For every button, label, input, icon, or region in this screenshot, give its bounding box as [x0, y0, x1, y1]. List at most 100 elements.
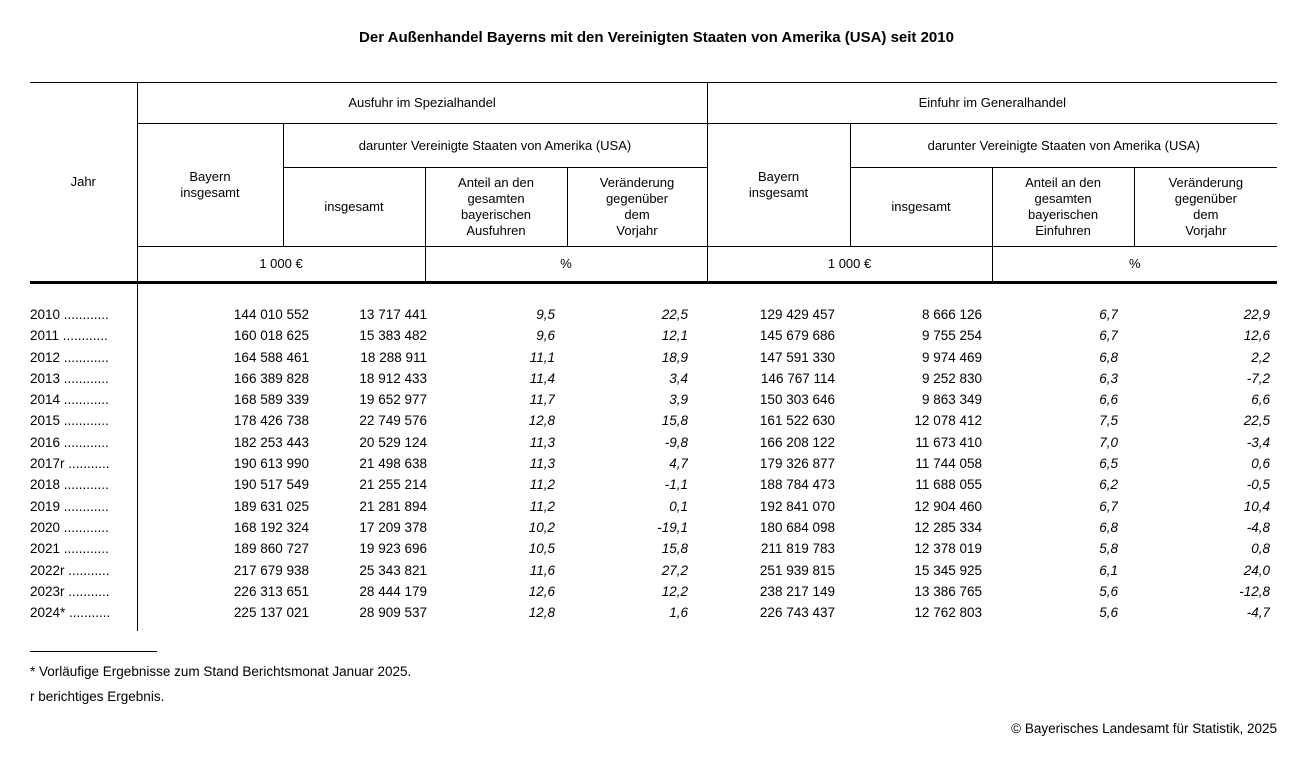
value-cell: 11,3: [529, 456, 555, 472]
value-cell: 190 613 990: [233, 456, 309, 472]
year-cell: 2019 ............: [30, 495, 138, 517]
value-cell: 188 784 473: [759, 477, 835, 493]
table-row: 2022r ........... 217 679 938 25 343 821 11…: [30, 559, 1270, 581]
value-cell: 9 974 469: [921, 349, 982, 365]
value-cell: 17 209 378: [359, 519, 427, 535]
value-cell: 144 010 552: [233, 307, 309, 322]
value-cell: -1,1: [664, 477, 688, 493]
value-cell: 211 819 783: [760, 541, 835, 557]
value-cell: 5,6: [1099, 605, 1118, 621]
value-cell: 15,8: [661, 541, 688, 557]
spacer-cell: [30, 623, 138, 632]
bayern-insgesamt-header-ausfuhr: Bayern insgesamt: [137, 123, 284, 247]
value-cell: 3,4: [669, 370, 688, 386]
value-cell: -12,8: [1239, 583, 1270, 599]
value-cell: 22,5: [1243, 413, 1270, 429]
header-row-units: 1 000 € % 1 000 € %: [30, 246, 1278, 284]
value-cell: 9 863 349: [921, 392, 982, 408]
darunter-usa-header-ausfuhr: darunter Vereinigte Staaten von Amerika …: [283, 123, 708, 168]
value-cell: 18 288 911: [360, 349, 427, 365]
header-row-columns: insgesamt Anteil an den gesamten bayeris…: [30, 167, 1278, 247]
value-cell: 6,3: [1099, 370, 1118, 386]
group-header-einfuhr: Einfuhr im Generalhandel: [707, 82, 1278, 124]
value-cell: 18,9: [661, 349, 688, 365]
value-cell: 12 378 019: [914, 541, 982, 557]
value-cell: 0,6: [1251, 456, 1270, 472]
unit-header-percent-einfuhr: %: [992, 246, 1278, 284]
table-row: 2011 ............ 160 018 625 15 383 482 9,…: [30, 325, 1270, 347]
value-cell: 5,6: [1099, 583, 1118, 599]
footnotes: * Vorläufige Ergebnisse zum Stand Berich…: [30, 651, 411, 709]
footnote-revised: r berichtiges Ergebnis.: [30, 689, 165, 704]
table-row: 2020 ............ 168 192 324 17 209 378 10…: [30, 516, 1270, 539]
spacer-cell: [137, 623, 1270, 631]
value-cell: 145 679 686: [759, 328, 835, 344]
unit-header-euro-ausfuhr: 1 000 €: [137, 246, 426, 284]
spacer-cell: [30, 284, 138, 304]
year-cell: 2013 ............: [30, 367, 138, 390]
value-cell: 168 589 339: [233, 392, 309, 408]
year-cell: 2022r ...........: [30, 559, 138, 581]
value-cell: 178 426 738: [233, 413, 309, 429]
value-cell: 12,1: [661, 328, 688, 344]
value-cell: 11 673 410: [915, 434, 982, 450]
value-cell: -19,1: [657, 519, 688, 535]
unit-header-euro-einfuhr: 1 000 €: [707, 246, 993, 284]
value-cell: 25 343 821: [359, 562, 427, 578]
value-cell: 226 313 651: [233, 583, 309, 599]
year-cell: 2015 ............: [30, 410, 138, 432]
value-cell: 15 345 925: [914, 562, 982, 578]
value-cell: 6,7: [1099, 328, 1118, 344]
value-cell: 28 909 537: [359, 605, 427, 621]
value-cell: 12,6: [1243, 328, 1270, 344]
value-cell: 190 517 549: [233, 477, 309, 493]
value-cell: 6,7: [1099, 498, 1118, 514]
table-row: 2021 ............ 189 860 727 19 923 696 10…: [30, 538, 1270, 560]
trade-table-header: Jahr Ausfuhr im Spezialhandel Einfuhr im…: [30, 82, 1278, 284]
year-cell: 2021 ............: [30, 538, 138, 560]
value-cell: 6,1: [1099, 562, 1118, 578]
value-cell: 6,6: [1099, 392, 1118, 408]
value-cell: 12 078 412: [914, 413, 982, 429]
value-cell: 12,6: [528, 583, 555, 599]
year-cell: 2024* ...........: [30, 602, 138, 624]
value-cell: 18 912 433: [359, 370, 427, 386]
value-cell: 24,0: [1243, 562, 1270, 578]
table-row: 2016 ............ 182 253 443 20 529 124 11…: [30, 431, 1270, 454]
value-cell: 12,8: [528, 413, 555, 429]
value-cell: 6,8: [1099, 349, 1118, 365]
value-cell: 161 522 630: [759, 413, 835, 429]
value-cell: 19 652 977: [359, 392, 427, 408]
value-cell: 166 389 828: [233, 370, 309, 386]
value-cell: 22 749 576: [359, 413, 427, 429]
value-cell: 225 137 021: [233, 605, 309, 621]
value-cell: 11,4: [529, 370, 555, 386]
year-cell: 2018 ............: [30, 474, 138, 496]
value-cell: -3,4: [1246, 434, 1270, 450]
value-cell: 5,8: [1099, 541, 1118, 557]
value-cell: 21 498 638: [359, 456, 427, 472]
table-row: 2010 ............ 144 010 552 13 717 441 9,…: [30, 304, 1270, 326]
table-row: 2014 ............ 168 589 339 19 652 977 11…: [30, 389, 1270, 411]
value-cell: 21 281 894: [359, 498, 427, 514]
value-cell: 7,5: [1099, 413, 1118, 429]
year-column-header: Jahr: [30, 82, 138, 284]
table-row: 2019 ............ 189 631 025 21 281 894 11…: [30, 495, 1270, 517]
col-header-anteil-einfuhr: Anteil an den gesamten bayerischen Einfu…: [992, 167, 1135, 247]
value-cell: 15 383 482: [359, 328, 427, 344]
copyright-text: © Bayerisches Landesamt für Statistik, 2…: [1011, 721, 1277, 736]
value-cell: 7,0: [1099, 434, 1118, 450]
spacer-cell: [137, 284, 1270, 304]
value-cell: 11 688 055: [915, 477, 982, 493]
value-cell: 10,4: [1243, 498, 1270, 514]
value-cell: 2,2: [1251, 349, 1270, 365]
value-cell: 21 255 214: [359, 477, 427, 493]
trade-table: Jahr Ausfuhr im Spezialhandel Einfuhr im…: [30, 82, 1278, 632]
col-header-veraenderung-einfuhr: Veränderung gegenüber dem Vorjahr: [1134, 167, 1278, 247]
year-cell: 2023r ...........: [30, 580, 138, 603]
value-cell: 168 192 324: [233, 519, 309, 535]
value-cell: 12 285 334: [914, 519, 982, 535]
value-cell: 15,8: [661, 413, 688, 429]
table-row: 2017r ........... 190 613 990 21 498 638 11…: [30, 453, 1270, 475]
value-cell: 192 841 070: [759, 498, 835, 514]
